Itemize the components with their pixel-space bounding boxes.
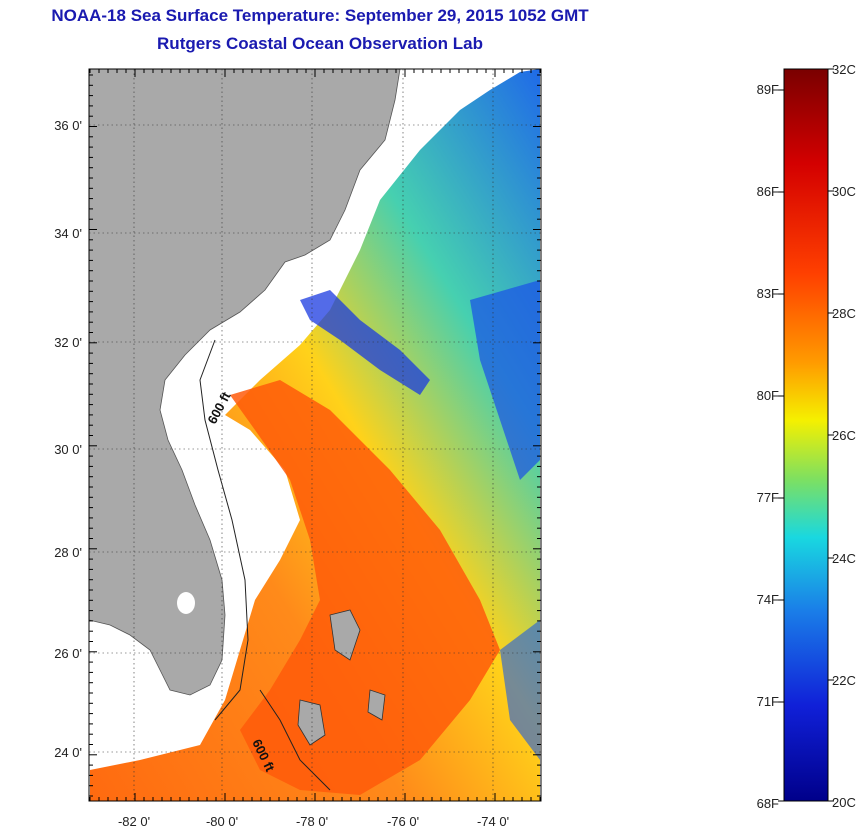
lat-label: 28 0' xyxy=(54,545,82,560)
colorbar xyxy=(783,68,829,802)
celsius-label: 20C xyxy=(832,795,856,810)
celsius-label: 24C xyxy=(832,551,856,566)
lake-okeechobee xyxy=(177,592,195,614)
cool-band xyxy=(300,290,430,395)
fahrenheit-label: 77F xyxy=(757,490,779,505)
lon-label: -74 0' xyxy=(477,814,509,829)
colorbar-celsius-labels: 32C 30C 28C 26C 24C 22C 20C xyxy=(832,62,856,810)
map-title: NOAA-18 Sea Surface Temperature: Septemb… xyxy=(51,6,589,25)
lon-label: -80 0' xyxy=(206,814,238,829)
lat-label: 36 0' xyxy=(54,118,82,133)
latitude-labels: 36 0' 34 0' 32 0' 30 0' 28 0' 26 0' 24 0… xyxy=(54,118,82,760)
lat-label: 32 0' xyxy=(54,335,82,350)
map-subtitle: Rutgers Coastal Ocean Observation Lab xyxy=(157,34,483,53)
fahrenheit-label: 80F xyxy=(757,388,779,403)
colorbar-ticks xyxy=(778,68,834,802)
sst-imagery xyxy=(89,69,541,801)
fahrenheit-label: 86F xyxy=(757,184,779,199)
longitude-labels: -82 0' -80 0' -78 0' -76 0' -74 0' xyxy=(118,814,509,829)
lat-label: 24 0' xyxy=(54,745,82,760)
bahamas-island-1 xyxy=(329,609,361,661)
lat-label: 30 0' xyxy=(54,442,82,457)
lat-label: 26 0' xyxy=(54,646,82,661)
colorbar-fahrenheit-labels: 89F 86F 83F 80F 77F 74F 71F 68F xyxy=(757,82,779,811)
fahrenheit-label: 89F xyxy=(757,82,779,97)
fahrenheit-label: 68F xyxy=(757,796,779,811)
land-mass xyxy=(89,69,401,696)
frame-ticks xyxy=(89,69,541,801)
lon-label: -78 0' xyxy=(296,814,328,829)
celsius-label: 22C xyxy=(832,673,856,688)
graticule xyxy=(89,69,541,801)
isobath-600ft xyxy=(199,339,249,721)
lon-label: -82 0' xyxy=(118,814,150,829)
cool-south-east xyxy=(500,620,540,760)
celsius-label: 28C xyxy=(832,306,856,321)
celsius-label: 26C xyxy=(832,428,856,443)
fahrenheit-label: 74F xyxy=(757,592,779,607)
lat-label: 34 0' xyxy=(54,226,82,241)
bahamas-island-2 xyxy=(297,699,326,746)
celsius-label: 32C xyxy=(832,62,856,77)
cool-east xyxy=(470,280,540,480)
fahrenheit-label: 83F xyxy=(757,286,779,301)
bahamas-island-3 xyxy=(367,689,386,721)
lon-label: -76 0' xyxy=(387,814,419,829)
isobath-600ft-south xyxy=(259,689,331,791)
celsius-label: 30C xyxy=(832,184,856,199)
fahrenheit-label: 71F xyxy=(757,694,779,709)
warm-core xyxy=(230,380,500,795)
